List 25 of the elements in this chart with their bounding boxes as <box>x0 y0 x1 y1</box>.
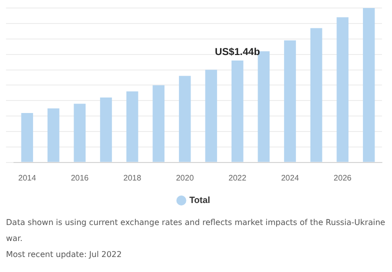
bar <box>232 60 244 162</box>
bar <box>362 8 375 162</box>
bar <box>74 104 86 162</box>
bar <box>152 85 164 162</box>
text: Data shown is using current exchange rates and reflects market impacts of the Russia-Ukraine war. <box>6 217 386 245</box>
bar <box>258 51 270 162</box>
bar <box>48 108 60 162</box>
bar <box>126 91 138 162</box>
x-tick-label: 2026 <box>334 173 352 182</box>
x-tick-label: 2014 <box>18 173 37 182</box>
bar <box>284 40 296 162</box>
x-tick-label: 2022 <box>228 173 247 182</box>
bar <box>205 70 218 162</box>
legend-label: Total <box>189 194 210 205</box>
bar <box>336 17 348 162</box>
bar <box>21 112 34 162</box>
x-tick-label: 2024 <box>281 173 300 182</box>
bar <box>178 76 191 162</box>
annotation: US$1.44b <box>214 47 260 58</box>
x-tick-label: 2018 <box>123 173 142 182</box>
bar <box>310 28 322 162</box>
x-tick-label: 2020 <box>176 173 194 182</box>
text: Most recent update: Jul 2022 <box>6 249 123 261</box>
x-tick-label: 2016 <box>70 173 90 182</box>
bar <box>100 98 112 162</box>
